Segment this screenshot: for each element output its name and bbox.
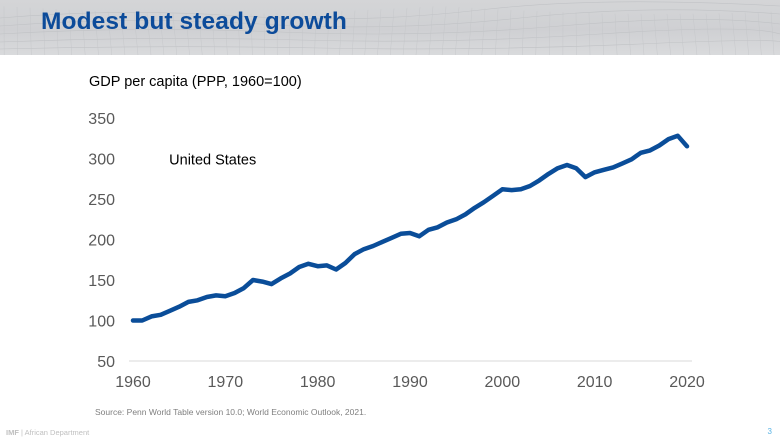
x-tick-label: 1980 [300,374,336,391]
y-tick-label: 50 [97,354,115,371]
title-banner: Modest but steady growth [0,0,780,55]
chart-title: GDP per capita (PPP, 1960=100) [89,74,302,90]
footer-organization: IMF | African Department [6,428,89,437]
page-number: 3 [767,427,772,436]
x-tick-label: 2010 [577,374,613,391]
x-tick-label: 2020 [669,374,705,391]
footer-org-name: IMF [6,428,19,437]
series-line-united-states [130,133,690,323]
slide-title: Modest but steady growth [41,8,347,35]
footer-separator: | [18,428,25,437]
x-tick-label: 1990 [392,374,428,391]
x-tick-labels: 1960 1970 1980 1990 2000 2010 2020 [115,374,705,391]
source-note: Source: Penn World Table version 10.0; W… [95,407,367,417]
footer-department: African Department [24,428,90,437]
y-tick-label: 300 [88,152,115,169]
x-tick-label: 2000 [485,374,521,391]
y-tick-label: 350 [88,111,115,128]
mesh-background [0,1,780,55]
y-tick-labels: 50 100 150 200 250 300 350 [88,111,115,371]
x-tick-label: 1970 [208,374,244,391]
y-tick-label: 200 [88,233,115,250]
y-tick-label: 100 [88,314,115,331]
y-tick-label: 150 [88,273,115,290]
x-tick-label: 1960 [115,374,151,391]
series-annotation-label: United States [169,153,256,169]
y-tick-label: 250 [88,192,115,209]
